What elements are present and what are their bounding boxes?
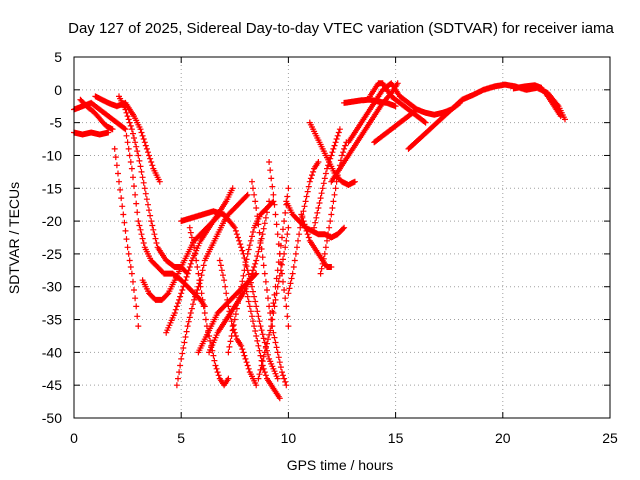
data-marker-track — [266, 159, 292, 330]
plot-frame — [73, 56, 611, 419]
data-series-arc-18 — [255, 224, 292, 382]
y-axis-label: SDTVAR / TECUs — [6, 182, 22, 294]
y-tick-label: -45 — [42, 377, 62, 393]
x-tick-label: 0 — [70, 430, 78, 446]
y-tick-label: -5 — [50, 115, 63, 131]
y-tick-label: -20 — [42, 213, 62, 229]
y-tick-label: -50 — [42, 410, 62, 426]
x-tick-label: 10 — [281, 430, 297, 446]
data-series-arc-32 — [388, 93, 429, 126]
data-series-arc-30 — [366, 80, 395, 100]
y-tick-label: -15 — [42, 180, 62, 196]
y-tick-label: 5 — [54, 49, 62, 65]
y-tick-label: -30 — [42, 279, 62, 295]
x-tick-label: 5 — [177, 430, 185, 446]
data-marker-track — [77, 96, 116, 133]
y-tick-label: -40 — [42, 344, 62, 360]
data-series-arc-29 — [341, 96, 399, 110]
y-tick-label: -10 — [42, 147, 62, 163]
ticks: 0 5 10 15 20 25 5 0 -5 -10 -15 -20 -25 -30 -35 -40 -45 -5… — [42, 49, 618, 446]
data-marker-track — [268, 185, 292, 323]
data-marker-track — [388, 93, 429, 126]
data-marker-track — [366, 80, 395, 100]
y-tick-label: -25 — [42, 246, 62, 262]
data-marker-track — [510, 82, 564, 120]
y-tick-label: 0 — [54, 82, 62, 98]
data-marker-track — [216, 257, 260, 389]
data-marker-track — [255, 224, 292, 382]
x-tick-label: 20 — [495, 430, 511, 446]
data-marker-track — [225, 198, 277, 356]
y-tick-label: -35 — [42, 312, 62, 328]
x-axis-label: GPS time / hours — [287, 457, 394, 473]
data-series-arc-3 — [77, 96, 116, 133]
data-marker-track — [111, 145, 142, 330]
data-series-arc-5 — [111, 145, 142, 330]
data-series-arc-14 — [216, 257, 260, 389]
chart-title: Day 127 of 2025, Sidereal Day-to-day VTE… — [68, 20, 614, 37]
x-tick-label: 15 — [388, 430, 404, 446]
data-points — [71, 80, 568, 402]
data-series-arc-16 — [242, 283, 283, 402]
data-series-arc-20 — [266, 159, 292, 330]
data-series-arc-26 — [311, 126, 343, 231]
data-series-arc-15 — [225, 198, 277, 356]
x-tick-label: 25 — [602, 430, 618, 446]
data-series-arc-34 — [510, 82, 564, 120]
data-series-arc-19 — [268, 185, 292, 323]
data-marker-track — [341, 96, 399, 110]
data-marker-track — [242, 283, 283, 402]
data-marker-track — [311, 126, 343, 231]
